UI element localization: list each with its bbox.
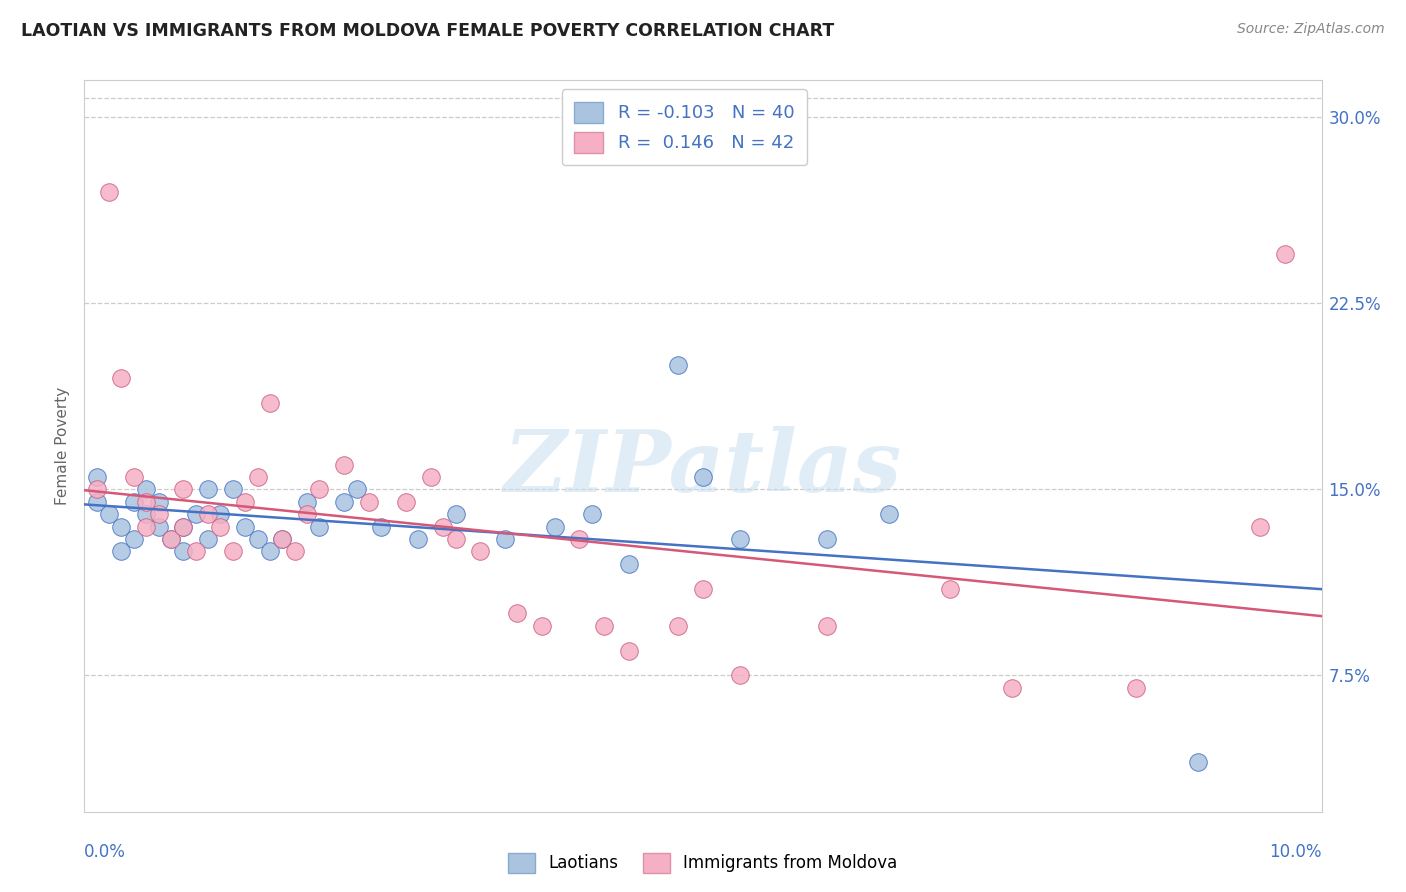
Point xyxy=(295,495,318,509)
Point xyxy=(617,557,640,571)
Point xyxy=(939,582,962,596)
Point xyxy=(122,470,145,484)
Point xyxy=(444,507,467,521)
Point xyxy=(308,519,330,533)
Point xyxy=(222,544,245,558)
Point xyxy=(197,507,219,521)
Point xyxy=(110,544,132,558)
Point xyxy=(160,532,183,546)
Point xyxy=(692,582,714,596)
Text: 10.0%: 10.0% xyxy=(1270,843,1322,861)
Point xyxy=(135,495,157,509)
Point xyxy=(346,483,368,497)
Point xyxy=(666,359,689,373)
Point xyxy=(728,532,751,546)
Point xyxy=(815,619,838,633)
Point xyxy=(432,519,454,533)
Point xyxy=(531,619,554,633)
Point xyxy=(135,483,157,497)
Point xyxy=(295,507,318,521)
Point xyxy=(135,519,157,533)
Point xyxy=(209,507,232,521)
Point xyxy=(160,532,183,546)
Point xyxy=(148,507,170,521)
Point xyxy=(1125,681,1147,695)
Point xyxy=(1187,755,1209,769)
Point xyxy=(86,483,108,497)
Point xyxy=(692,470,714,484)
Point xyxy=(209,519,232,533)
Point xyxy=(172,544,194,558)
Point xyxy=(148,495,170,509)
Point xyxy=(666,619,689,633)
Point xyxy=(184,544,207,558)
Point xyxy=(148,519,170,533)
Point xyxy=(815,532,838,546)
Point xyxy=(1001,681,1024,695)
Point xyxy=(172,519,194,533)
Point xyxy=(1249,519,1271,533)
Point xyxy=(395,495,418,509)
Point xyxy=(110,371,132,385)
Point xyxy=(122,532,145,546)
Point xyxy=(333,458,356,472)
Point xyxy=(86,495,108,509)
Point xyxy=(728,668,751,682)
Point xyxy=(1274,247,1296,261)
Point xyxy=(98,185,121,199)
Point xyxy=(271,532,294,546)
Point xyxy=(470,544,492,558)
Point xyxy=(135,507,157,521)
Point xyxy=(284,544,307,558)
Point xyxy=(197,532,219,546)
Text: LAOTIAN VS IMMIGRANTS FROM MOLDOVA FEMALE POVERTY CORRELATION CHART: LAOTIAN VS IMMIGRANTS FROM MOLDOVA FEMAL… xyxy=(21,22,834,40)
Point xyxy=(197,483,219,497)
Point xyxy=(222,483,245,497)
Point xyxy=(184,507,207,521)
Point xyxy=(259,395,281,409)
Point xyxy=(246,532,269,546)
Point xyxy=(233,495,256,509)
Y-axis label: Female Poverty: Female Poverty xyxy=(55,387,70,505)
Point xyxy=(246,470,269,484)
Point xyxy=(593,619,616,633)
Point xyxy=(110,519,132,533)
Point xyxy=(370,519,392,533)
Point xyxy=(617,643,640,657)
Point xyxy=(271,532,294,546)
Point xyxy=(357,495,380,509)
Point xyxy=(494,532,516,546)
Point xyxy=(568,532,591,546)
Point xyxy=(122,495,145,509)
Text: ZIPatlas: ZIPatlas xyxy=(503,426,903,509)
Text: 0.0%: 0.0% xyxy=(84,843,127,861)
Point xyxy=(308,483,330,497)
Text: Source: ZipAtlas.com: Source: ZipAtlas.com xyxy=(1237,22,1385,37)
Point xyxy=(259,544,281,558)
Point xyxy=(543,519,565,533)
Point xyxy=(233,519,256,533)
Point xyxy=(877,507,900,521)
Point xyxy=(444,532,467,546)
Point xyxy=(581,507,603,521)
Legend: R = -0.103   N = 40, R =  0.146   N = 42: R = -0.103 N = 40, R = 0.146 N = 42 xyxy=(562,89,807,165)
Point xyxy=(172,519,194,533)
Point xyxy=(419,470,441,484)
Point xyxy=(506,607,529,621)
Legend: Laotians, Immigrants from Moldova: Laotians, Immigrants from Moldova xyxy=(502,847,904,880)
Point xyxy=(172,483,194,497)
Point xyxy=(333,495,356,509)
Point xyxy=(86,470,108,484)
Point xyxy=(408,532,430,546)
Point xyxy=(98,507,121,521)
